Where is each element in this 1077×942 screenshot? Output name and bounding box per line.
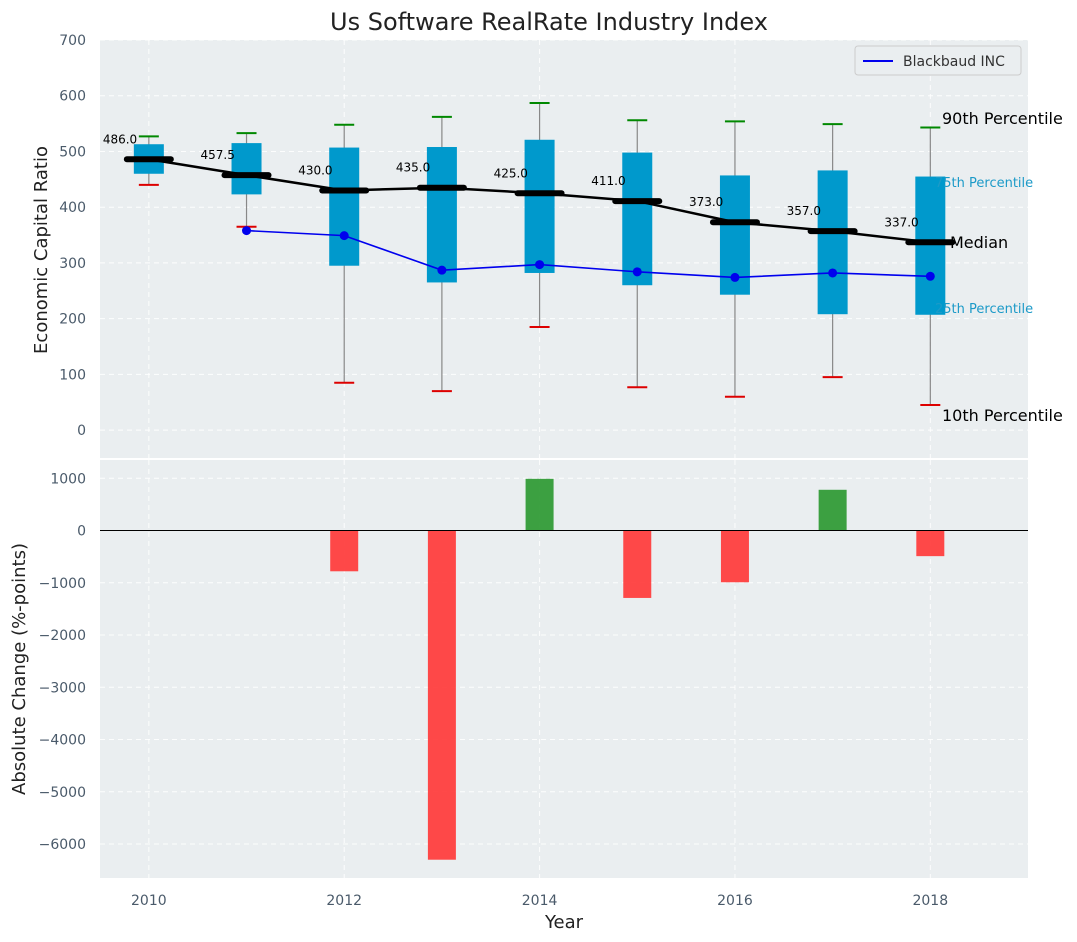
median-value-label: 411.0 — [591, 174, 625, 188]
iqr-box — [817, 170, 848, 315]
median-value-label: 357.0 — [787, 204, 821, 218]
median-value-label: 435.0 — [396, 161, 430, 175]
top-y-tick-label: 0 — [77, 423, 86, 439]
change-bar — [525, 478, 554, 531]
p75-label: 75th Percentile — [935, 176, 1033, 191]
top-y-axis-label: Economic Capital Ratio — [31, 146, 52, 354]
top-series: 486.0 457.5 430.0 435.0 425.0 411.0 373.0 357.0… — [103, 101, 956, 407]
bottom-y-axis-label: Absolute Change (%-points) — [9, 543, 30, 795]
company-point — [437, 265, 447, 275]
company-point — [828, 268, 838, 278]
top-y-tick-label: 700 — [59, 33, 86, 49]
bottom-y-tick-label: −1000 — [39, 576, 86, 592]
top-y-tick-label: 600 — [59, 89, 86, 105]
company-point — [535, 260, 545, 270]
chart-title: Us Software RealRate Industry Index — [330, 8, 768, 36]
p10-label: 10th Percentile — [942, 406, 1063, 425]
iqr-box — [524, 139, 555, 273]
x-tick-label: 2018 — [912, 893, 948, 909]
bottom-y-tick-label: −2000 — [39, 628, 86, 644]
company-point — [730, 272, 740, 282]
legend: Blackbaud INC — [854, 45, 1022, 76]
median-value-label: 425.0 — [494, 166, 528, 180]
median-value-label: 430.0 — [298, 163, 332, 177]
top-plot-area — [100, 40, 1028, 458]
change-bar — [427, 530, 456, 860]
company-line — [246, 229, 931, 279]
change-bar — [916, 530, 945, 557]
x-axis-label: Year — [544, 912, 584, 933]
iqr-box — [915, 176, 946, 315]
iqr-box — [329, 147, 360, 266]
iqr-box — [426, 147, 457, 283]
change-bar — [330, 530, 359, 572]
bottom-plot-area — [100, 460, 1028, 878]
median-label: Median — [950, 233, 1008, 252]
bottom-y-tick-label: 0 — [77, 524, 86, 540]
axis-ticks: 2010 2012 2014 2016 2018 0 100 200 300 400 500 600 7… — [39, 33, 948, 909]
company-point — [925, 271, 935, 281]
company-point — [632, 267, 642, 277]
top-y-tick-label: 400 — [59, 200, 86, 216]
x-tick-label: 2012 — [326, 893, 362, 909]
top-y-tick-label: 500 — [59, 144, 86, 160]
x-tick-label: 2016 — [717, 893, 753, 909]
change-bar — [720, 530, 749, 583]
median-value-label: 457.5 — [201, 148, 235, 162]
bottom-y-tick-label: −5000 — [39, 785, 86, 801]
top-y-tick-label: 100 — [59, 367, 86, 383]
p90-label: 90th Percentile — [942, 109, 1063, 128]
p25-label: 25th Percentile — [935, 302, 1033, 317]
iqr-box — [622, 152, 653, 286]
percentile-labels: 90th Percentile 75th Percentile Median 2… — [935, 109, 1063, 425]
bottom-y-tick-label: −3000 — [39, 680, 86, 696]
company-point — [339, 231, 349, 241]
change-bar — [623, 530, 652, 598]
bottom-y-tick-label: 1000 — [50, 471, 86, 487]
bottom-y-tick-label: −6000 — [39, 837, 86, 853]
iqr-box — [231, 143, 262, 195]
top-y-tick-label: 200 — [59, 312, 86, 328]
change-bar — [818, 489, 847, 531]
bottom-y-tick-label: −4000 — [39, 733, 86, 749]
x-tick-label: 2014 — [522, 893, 558, 909]
legend-box — [854, 45, 1022, 76]
legend-label: Blackbaud INC — [903, 54, 1005, 70]
bottom-series — [100, 478, 1028, 860]
top-y-tick-label: 300 — [59, 256, 86, 272]
median-value-label: 373.0 — [689, 195, 723, 209]
x-tick-label: 2010 — [131, 893, 167, 909]
median-value-label: 337.0 — [884, 215, 918, 229]
median-value-label: 486.0 — [103, 132, 137, 146]
company-point — [242, 226, 252, 236]
